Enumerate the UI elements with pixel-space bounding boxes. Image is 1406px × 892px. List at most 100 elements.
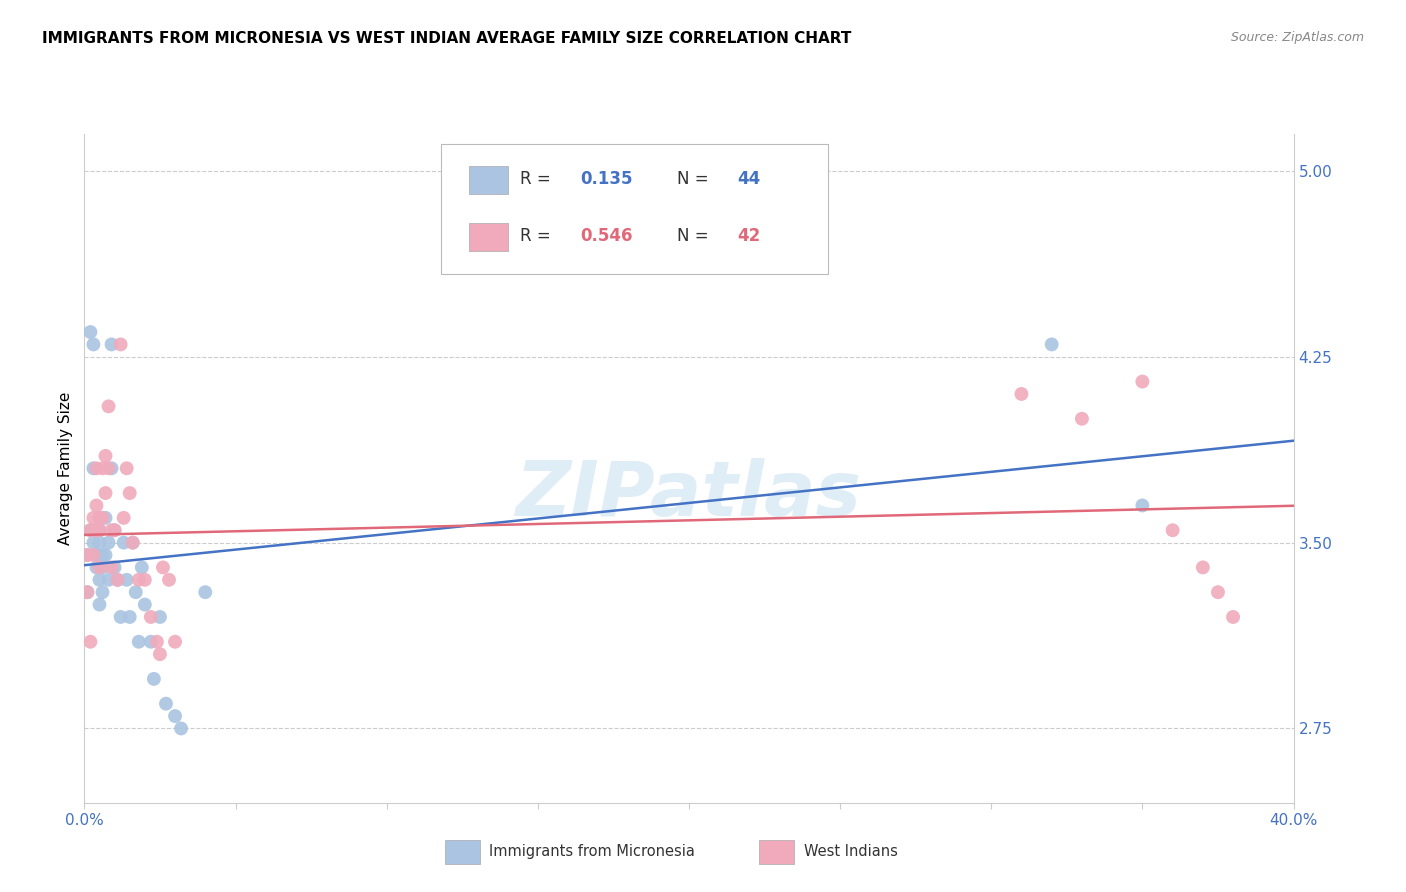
Point	[104, 523, 127, 537]
Point	[104, 523, 127, 537]
Point	[110, 337, 132, 351]
Point	[89, 573, 111, 587]
Text: 42: 42	[737, 227, 761, 245]
Point	[82, 337, 104, 351]
Point	[128, 634, 150, 648]
Point	[1010, 387, 1032, 401]
Text: R =: R =	[520, 170, 555, 188]
Point	[121, 535, 143, 549]
Y-axis label: Average Family Size: Average Family Size	[58, 392, 73, 545]
Point	[89, 523, 111, 537]
Point	[155, 697, 177, 711]
Point	[100, 523, 122, 537]
Point	[79, 325, 101, 339]
Point	[1071, 411, 1094, 425]
FancyBboxPatch shape	[759, 840, 794, 864]
Point	[86, 499, 108, 513]
Point	[1130, 499, 1153, 513]
Point	[142, 672, 165, 686]
Point	[100, 461, 122, 475]
Point	[97, 461, 120, 475]
Point	[94, 548, 117, 562]
Point	[100, 337, 122, 351]
Point	[112, 535, 135, 549]
Point	[89, 535, 111, 549]
Point	[125, 585, 148, 599]
Point	[97, 400, 120, 414]
Point	[91, 548, 114, 562]
FancyBboxPatch shape	[468, 166, 508, 194]
Point	[107, 573, 129, 587]
Point	[86, 523, 108, 537]
Point	[91, 560, 114, 574]
Point	[1191, 560, 1213, 574]
Text: Immigrants from Micronesia: Immigrants from Micronesia	[489, 844, 696, 859]
Point	[94, 449, 117, 463]
Point	[86, 548, 108, 562]
Point	[91, 511, 114, 525]
Point	[82, 461, 104, 475]
Point	[115, 461, 138, 475]
Text: IMMIGRANTS FROM MICRONESIA VS WEST INDIAN AVERAGE FAMILY SIZE CORRELATION CHART: IMMIGRANTS FROM MICRONESIA VS WEST INDIA…	[42, 31, 852, 46]
Text: Source: ZipAtlas.com: Source: ZipAtlas.com	[1230, 31, 1364, 45]
Text: West Indians: West Indians	[804, 844, 897, 859]
Point	[134, 598, 156, 612]
FancyBboxPatch shape	[468, 223, 508, 251]
Point	[107, 573, 129, 587]
Point	[94, 486, 117, 500]
Point	[86, 523, 108, 537]
Point	[86, 560, 108, 574]
Point	[115, 573, 138, 587]
Point	[112, 511, 135, 525]
Point	[131, 560, 153, 574]
Point	[89, 560, 111, 574]
Point	[1040, 337, 1063, 351]
Point	[82, 535, 104, 549]
Point	[104, 560, 127, 574]
Point	[110, 610, 132, 624]
Point	[82, 511, 104, 525]
Point	[89, 523, 111, 537]
Point	[1222, 610, 1244, 624]
Point	[1161, 523, 1184, 537]
Point	[121, 535, 143, 549]
Point	[91, 461, 114, 475]
Point	[152, 560, 174, 574]
Point	[118, 610, 141, 624]
Point	[89, 511, 111, 525]
Point	[149, 610, 172, 624]
Text: ZIPatlas: ZIPatlas	[516, 458, 862, 532]
Point	[146, 634, 169, 648]
Point	[139, 610, 162, 624]
Point	[76, 548, 98, 562]
Point	[82, 548, 104, 562]
Point	[149, 647, 172, 661]
Point	[157, 573, 180, 587]
FancyBboxPatch shape	[441, 144, 828, 275]
Text: R =: R =	[520, 227, 555, 245]
Text: 0.135: 0.135	[581, 170, 633, 188]
Point	[163, 634, 186, 648]
Point	[1206, 585, 1229, 599]
Text: N =: N =	[676, 227, 714, 245]
Point	[1130, 375, 1153, 389]
Point	[194, 585, 217, 599]
Point	[118, 486, 141, 500]
Point	[91, 585, 114, 599]
Point	[79, 634, 101, 648]
Point	[86, 461, 108, 475]
Point	[163, 709, 186, 723]
Text: 0.546: 0.546	[581, 227, 633, 245]
Point	[170, 722, 193, 736]
Point	[76, 548, 98, 562]
Text: N =: N =	[676, 170, 714, 188]
Point	[76, 585, 98, 599]
Point	[79, 523, 101, 537]
Point	[100, 560, 122, 574]
Point	[76, 585, 98, 599]
Text: 44: 44	[737, 170, 761, 188]
Point	[139, 634, 162, 648]
FancyBboxPatch shape	[444, 840, 479, 864]
Point	[97, 535, 120, 549]
Point	[97, 573, 120, 587]
